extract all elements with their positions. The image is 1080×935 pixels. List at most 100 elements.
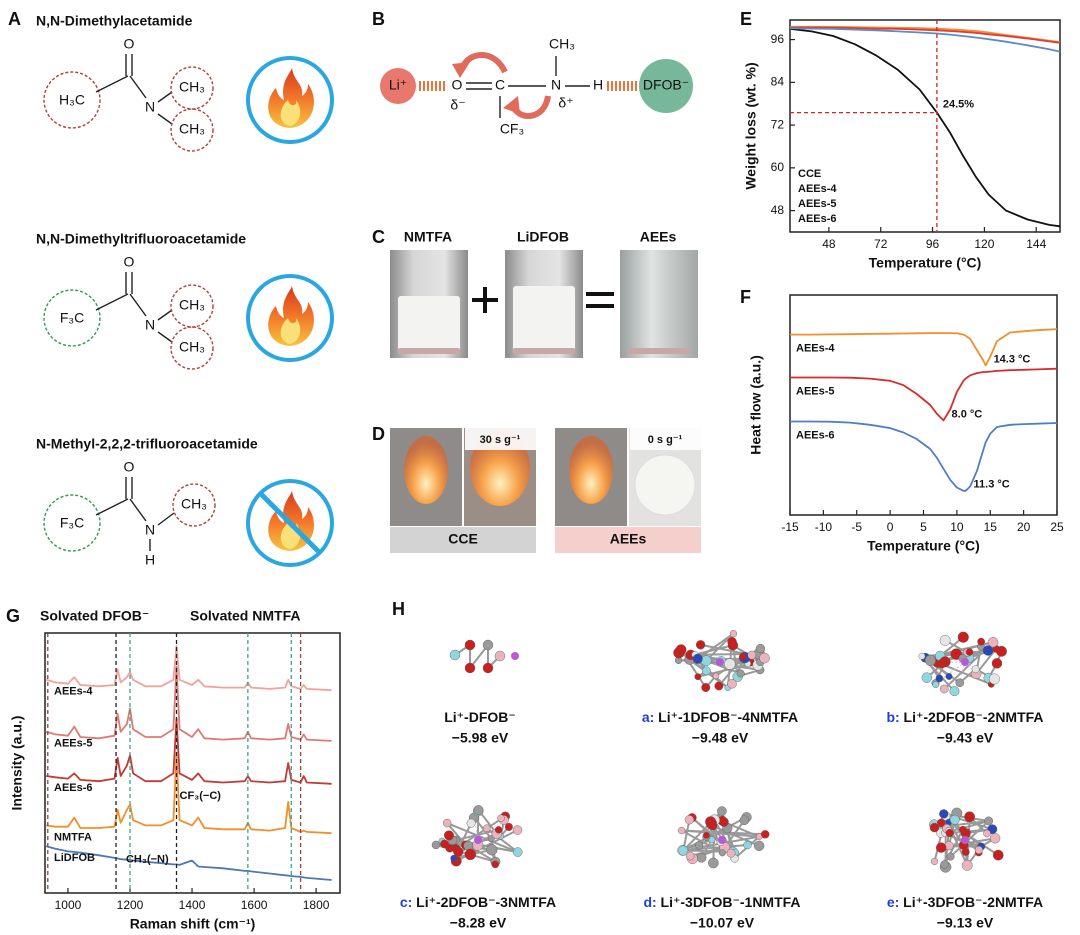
y-tick-label: 84 [771, 75, 785, 89]
cluster-name: Li⁺-3DFOB⁻-1NMTFA [661, 894, 801, 910]
x-tick-label: 25 [1050, 520, 1064, 534]
atom [743, 840, 752, 850]
atom [939, 809, 949, 819]
atom [703, 832, 710, 839]
series-line [789, 27, 1061, 53]
atom [977, 637, 985, 646]
atom [464, 639, 476, 651]
atom [473, 805, 484, 815]
x-tick-label: 1200 [117, 898, 144, 912]
atom [761, 830, 770, 839]
x-tick-label: 48 [822, 237, 836, 251]
atom [482, 662, 494, 674]
binding-energy: −9.43 eV [937, 730, 994, 746]
atom [705, 818, 718, 830]
atom [482, 824, 491, 833]
time-box [630, 428, 701, 450]
atom [992, 849, 1004, 861]
anion-label: DFOB⁻ [643, 77, 689, 93]
atom [935, 842, 947, 853]
atom [959, 825, 967, 834]
bond [157, 309, 173, 321]
atom [504, 822, 513, 831]
atom [988, 673, 1000, 685]
atom [714, 681, 724, 691]
x-tick-label: 72 [874, 237, 888, 251]
atom [924, 654, 936, 666]
atom [718, 849, 726, 857]
bond [157, 91, 173, 103]
binding-energy: −5.98 eV [452, 730, 509, 746]
molecule-name: N,N-Dimethylacetamide [36, 13, 193, 29]
bond [157, 113, 173, 125]
peak-label: 11.3 °C [974, 479, 1010, 491]
cluster-label: e: Li⁺-3DFOB⁻-2NMTFA [887, 894, 1043, 910]
atom [930, 857, 939, 866]
atom [466, 818, 476, 828]
partial-charge: δ⁺ [558, 95, 573, 111]
atom-label: N [551, 77, 561, 93]
peak-annotation: CH₃(−N) [126, 853, 169, 865]
cluster-name: Li⁺-2DFOB⁻-2NMTFA [904, 709, 1044, 725]
group-circle [170, 326, 214, 370]
flame-photo [404, 436, 448, 504]
atom [712, 672, 720, 680]
atom [974, 845, 983, 855]
atom [449, 649, 461, 661]
partial-charge: δ⁻ [450, 97, 465, 113]
atom [955, 678, 965, 688]
atom-bond [948, 821, 999, 856]
atom [957, 631, 969, 643]
cluster-label: c: Li⁺-2DFOB⁻-3NMTFA [400, 894, 556, 910]
group-circle [170, 66, 214, 110]
atom-label: N [145, 522, 155, 538]
cluster-label: b: Li⁺-2DFOB⁻-2NMTFA [886, 709, 1043, 725]
group-circle [172, 483, 216, 527]
cluster-label: d: Li⁺-3DFOB⁻-1NMTFA [643, 894, 800, 910]
peak-annotation: CF₃(−C) [180, 790, 222, 802]
atom [727, 679, 737, 689]
atom [512, 847, 523, 857]
atom [708, 857, 719, 869]
header-label: Solvated DFOB⁻ [40, 608, 149, 624]
panel-letter: D [372, 424, 385, 444]
atom [754, 840, 765, 851]
legend-entry: CCE [798, 168, 821, 180]
atom-bond [975, 648, 997, 675]
legend-entry: AEEs-5 [798, 198, 837, 210]
atom [486, 844, 498, 856]
group-label: CCE [448, 531, 478, 547]
panel-letter: B [372, 9, 385, 29]
series-line [790, 26, 1061, 44]
cluster-name: Li⁺-1DFOB⁻-4NMTFA [658, 709, 798, 725]
binding-energy: −9.13 eV [937, 915, 994, 931]
x-tick-label: -10 [815, 520, 833, 534]
lithium-atom [474, 836, 482, 844]
cluster-prefix: e: [887, 894, 899, 910]
x-tick-label: 120 [974, 237, 994, 251]
time-box [465, 428, 536, 450]
y-tick-label: 72 [771, 117, 785, 131]
series-line [45, 645, 332, 692]
atom [949, 814, 960, 825]
series-label: AEEs-6 [796, 429, 835, 441]
atom [450, 854, 458, 862]
series-label: AEEs-4 [796, 343, 835, 355]
atom [987, 637, 999, 648]
atom-label: CH₃ [181, 496, 207, 512]
group-label: AEEs [610, 531, 647, 547]
series-line [45, 665, 332, 742]
panel-letter: F [740, 287, 751, 307]
x-axis-label: Temperature (°C) [869, 255, 982, 271]
x-tick-label: 5 [920, 520, 927, 534]
atom [989, 833, 1001, 844]
atom [675, 644, 687, 656]
vial-base [398, 348, 460, 354]
atom [696, 852, 707, 863]
atom [918, 652, 926, 660]
atom [678, 845, 689, 856]
bond [95, 498, 129, 516]
atom [726, 848, 736, 858]
atom [677, 826, 686, 835]
flame-icon [268, 286, 314, 346]
